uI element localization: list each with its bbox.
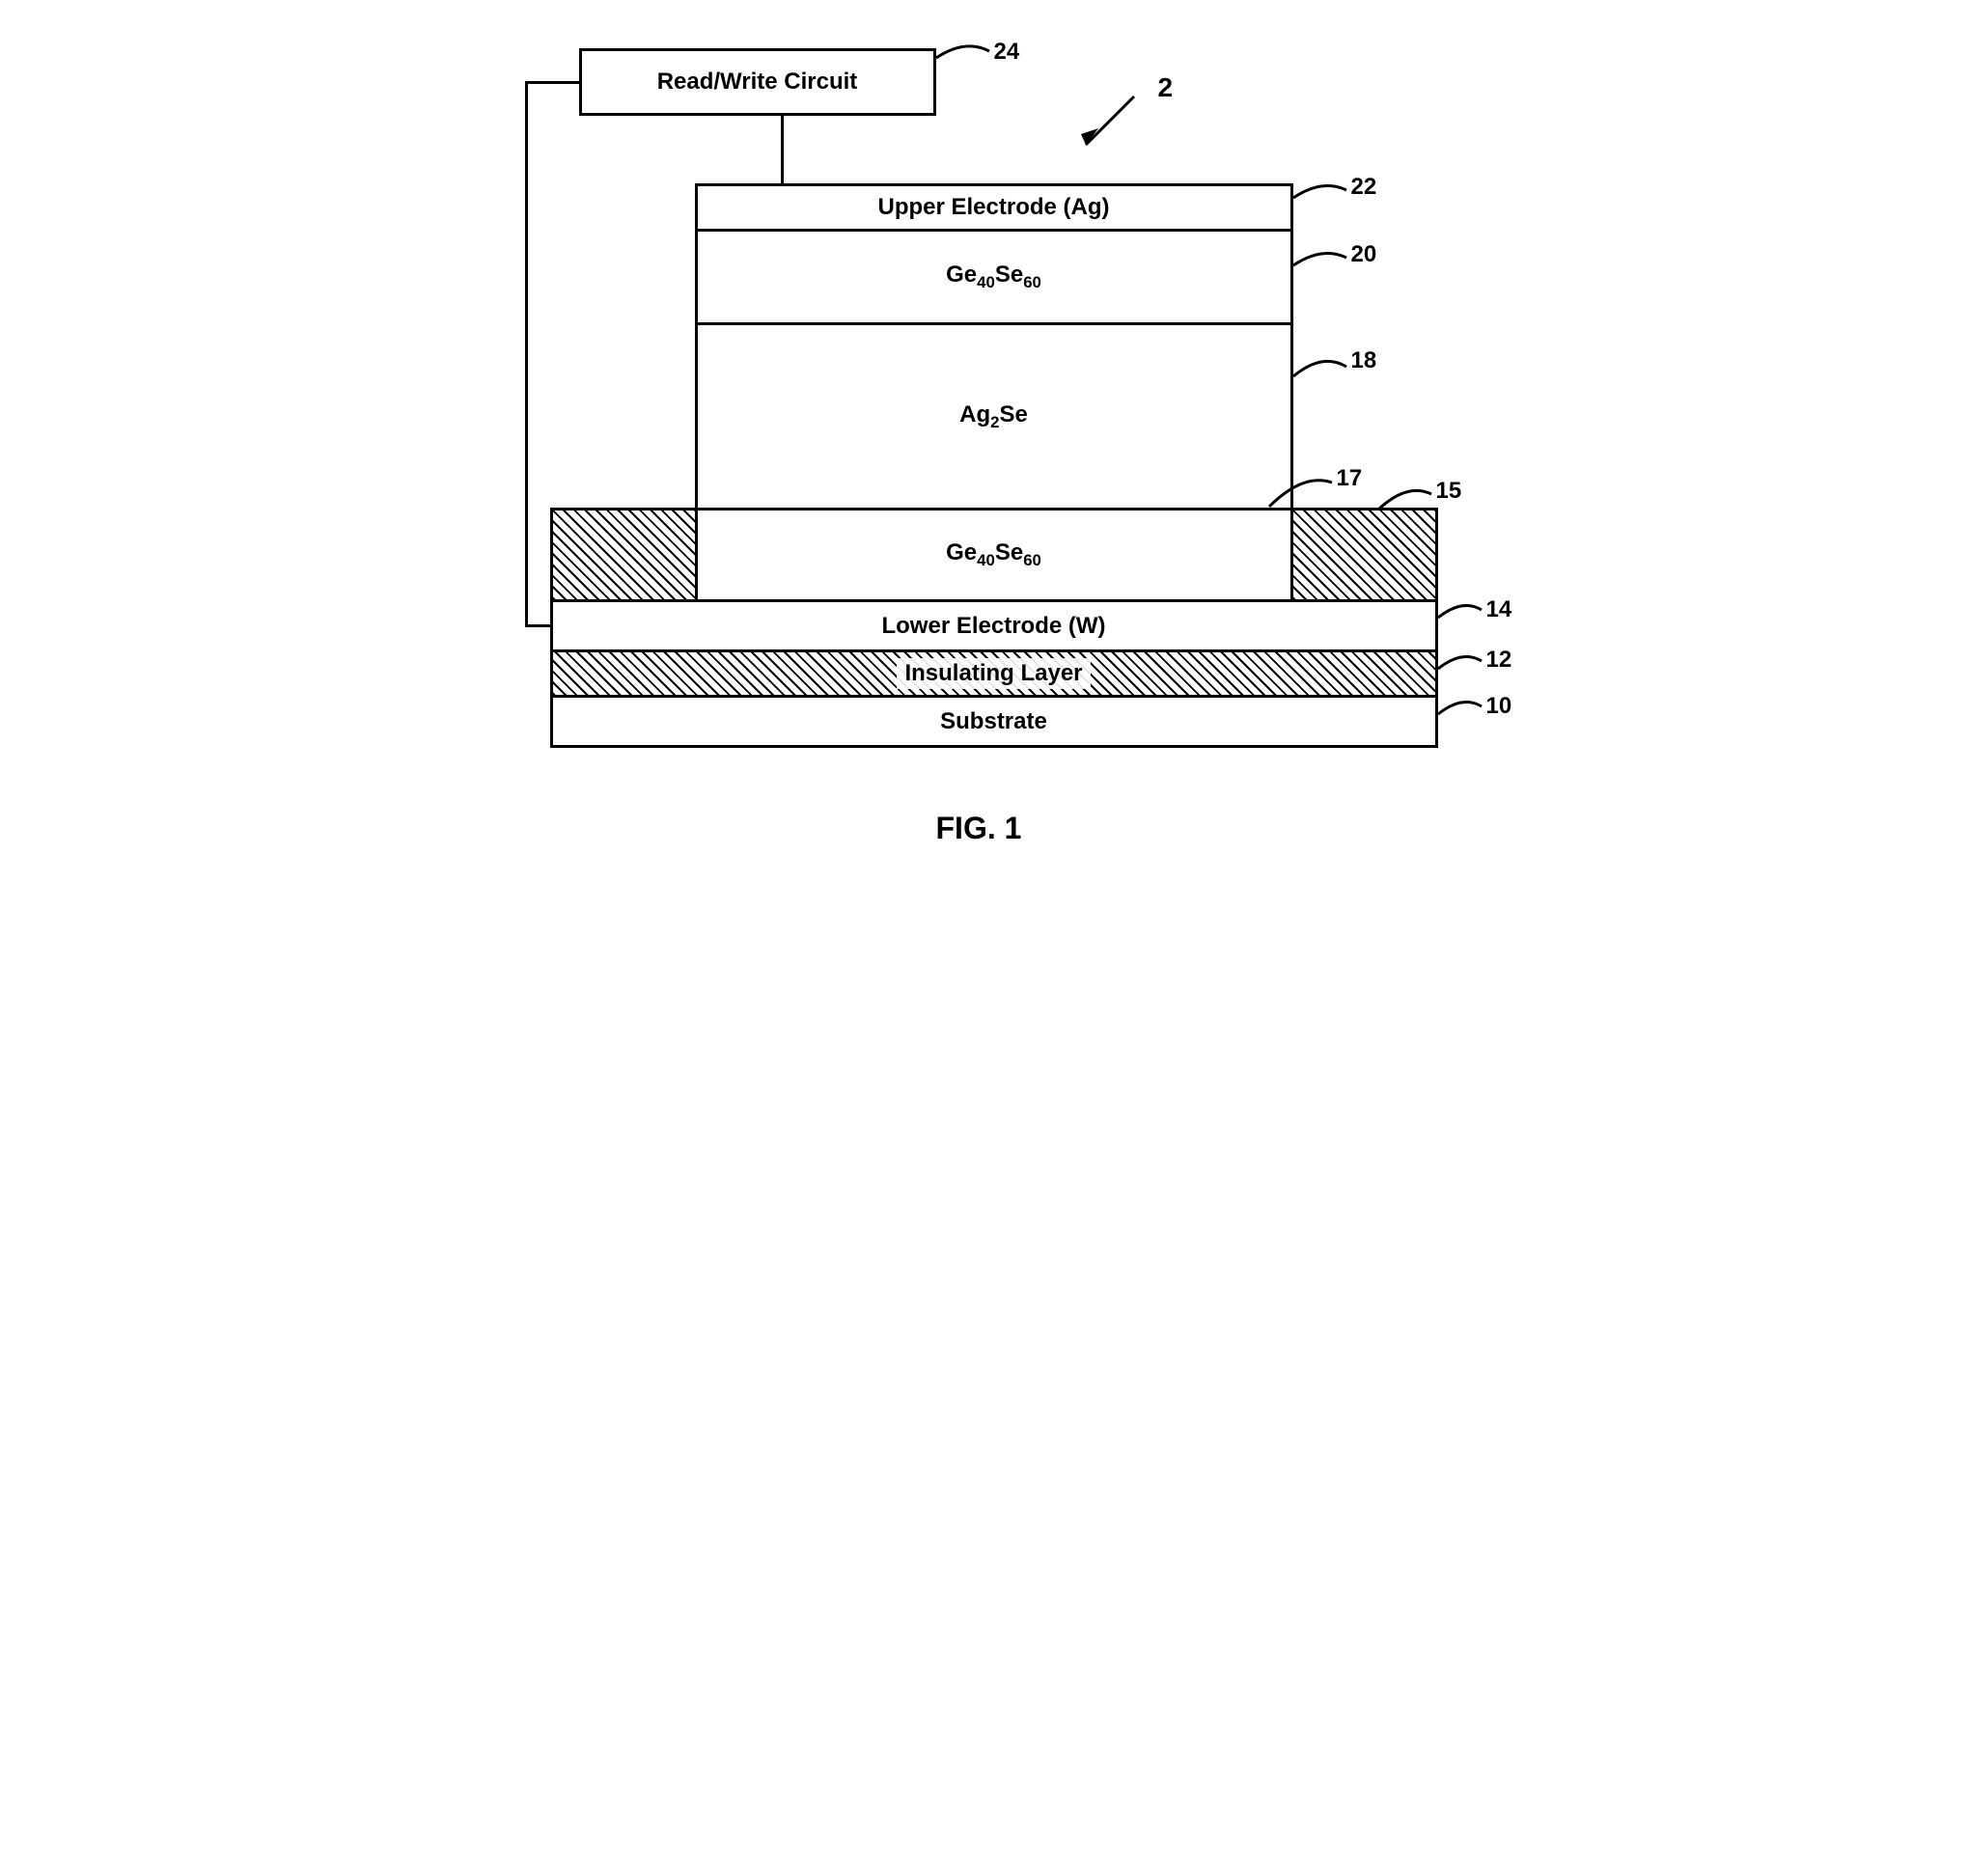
ref-14: 14 [1486, 596, 1512, 623]
lower-electrode-label: Lower Electrode (W) [881, 613, 1105, 640]
gese-top-layer: Ge40Se60 [695, 229, 1293, 325]
leader-22 [1293, 179, 1351, 207]
ag2se-layer: Ag2Se [695, 322, 1293, 510]
isolation-left [550, 508, 698, 602]
ref-15: 15 [1436, 478, 1462, 505]
ref-20: 20 [1351, 241, 1377, 268]
insulating-layer: Insulating Layer [550, 649, 1438, 698]
gese-bottom-layer: Ge40Se60 [695, 508, 1293, 602]
leader-15 [1378, 483, 1436, 516]
ref-10: 10 [1486, 693, 1512, 720]
leader-12 [1438, 651, 1486, 680]
wire-left-top [525, 81, 579, 84]
leader-20 [1293, 246, 1351, 275]
wire-circuit-to-upper [781, 116, 784, 183]
upper-electrode-label: Upper Electrode (Ag) [877, 194, 1109, 221]
leader-18 [1293, 352, 1351, 391]
lower-electrode-layer: Lower Electrode (W) [550, 599, 1438, 652]
substrate-layer: Substrate [550, 695, 1438, 748]
read-write-circuit-box: Read/Write Circuit [579, 48, 936, 116]
wire-left-vert [525, 81, 528, 627]
substrate-label: Substrate [940, 708, 1047, 735]
assembly-arrow-icon [1071, 92, 1149, 159]
leader-17 [1269, 468, 1337, 511]
wire-left-bottom [525, 624, 550, 627]
insulating-label: Insulating Layer [897, 658, 1090, 689]
upper-electrode-layer: Upper Electrode (Ag) [695, 183, 1293, 232]
leader-24 [936, 43, 994, 72]
read-write-circuit-label: Read/Write Circuit [657, 69, 858, 96]
figure-caption: FIG. 1 [936, 811, 1022, 846]
ag2se-label: Ag2Se [959, 401, 1028, 432]
gese-bottom-label: Ge40Se60 [946, 539, 1041, 570]
leader-14 [1438, 600, 1486, 629]
ref-24: 24 [994, 39, 1020, 66]
ref-18: 18 [1351, 347, 1377, 374]
ref-17: 17 [1337, 465, 1363, 492]
isolation-right [1290, 508, 1438, 602]
ref-2: 2 [1158, 72, 1174, 103]
leader-10 [1438, 697, 1486, 726]
figure-container: Read/Write Circuit 24 2 Upper Electrode … [502, 39, 1467, 955]
ref-12: 12 [1486, 647, 1512, 674]
gese-top-label: Ge40Se60 [946, 262, 1041, 292]
ref-22: 22 [1351, 174, 1377, 201]
